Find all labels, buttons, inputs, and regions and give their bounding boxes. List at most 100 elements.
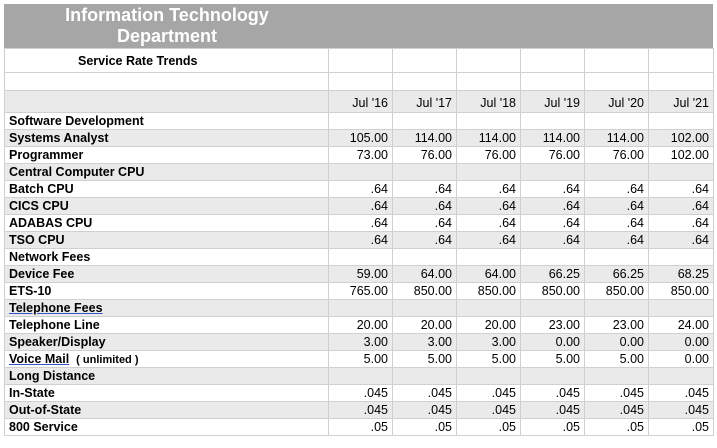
rate-cell[interactable]: .045 — [392, 401, 457, 419]
rate-cell[interactable]: 850.00 — [392, 282, 457, 300]
cell[interactable] — [456, 72, 521, 91]
rate-cell[interactable]: .05 — [584, 418, 649, 436]
cell[interactable] — [520, 248, 585, 266]
cell[interactable] — [584, 367, 649, 385]
rate-cell[interactable]: 0.00 — [584, 333, 649, 351]
cell[interactable] — [392, 163, 457, 181]
rate-cell[interactable]: .045 — [648, 401, 714, 419]
rate-cell[interactable]: .64 — [456, 231, 521, 249]
rate-cell[interactable]: 73.00 — [328, 146, 393, 164]
rate-cell[interactable]: 850.00 — [584, 282, 649, 300]
rate-cell[interactable]: .64 — [392, 214, 457, 232]
rate-cell[interactable]: 20.00 — [328, 316, 393, 334]
rate-cell[interactable]: 850.00 — [520, 282, 585, 300]
rate-cell[interactable]: 66.25 — [520, 265, 585, 283]
cell[interactable] — [456, 48, 521, 73]
rate-cell[interactable]: 20.00 — [456, 316, 521, 334]
section-heading[interactable]: Network Fees — [4, 248, 329, 266]
rate-cell[interactable]: 765.00 — [328, 282, 393, 300]
cell[interactable] — [520, 72, 585, 91]
rate-cell[interactable]: 114.00 — [584, 129, 649, 147]
rate-cell[interactable]: .64 — [648, 231, 714, 249]
column-header[interactable]: Jul '16 — [328, 90, 393, 113]
cell[interactable] — [392, 299, 457, 317]
cell[interactable] — [392, 72, 457, 91]
cell[interactable] — [520, 367, 585, 385]
row-label[interactable]: Out-of-State — [4, 401, 329, 419]
rate-cell[interactable]: 76.00 — [520, 146, 585, 164]
rate-cell[interactable]: .64 — [328, 180, 393, 198]
rate-cell[interactable]: .045 — [520, 401, 585, 419]
section-heading[interactable]: Telephone Fees — [4, 299, 329, 317]
cell[interactable] — [648, 163, 714, 181]
rate-cell[interactable]: .64 — [328, 231, 393, 249]
section-heading[interactable]: Software Development — [4, 112, 329, 130]
rate-cell[interactable]: 114.00 — [456, 129, 521, 147]
rate-cell[interactable]: .64 — [520, 214, 585, 232]
cell[interactable] — [520, 299, 585, 317]
rate-cell[interactable]: .64 — [392, 197, 457, 215]
rate-cell[interactable]: .64 — [392, 231, 457, 249]
cell[interactable] — [456, 367, 521, 385]
section-heading[interactable]: Central Computer CPU — [4, 163, 329, 181]
rate-cell[interactable]: .64 — [456, 197, 521, 215]
rate-cell[interactable]: .64 — [456, 214, 521, 232]
row-label[interactable]: ETS-10 — [4, 282, 329, 300]
cell[interactable] — [328, 299, 393, 317]
rate-cell[interactable]: .64 — [584, 231, 649, 249]
cell[interactable] — [328, 72, 393, 91]
row-label[interactable]: Programmer — [4, 146, 329, 164]
rate-cell[interactable]: 23.00 — [584, 316, 649, 334]
rate-cell[interactable]: 64.00 — [392, 265, 457, 283]
cell[interactable] — [648, 112, 714, 130]
rate-cell[interactable]: 3.00 — [456, 333, 521, 351]
row-label[interactable]: Device Fee — [4, 265, 329, 283]
rate-cell[interactable]: .64 — [520, 180, 585, 198]
rate-cell[interactable]: .64 — [392, 180, 457, 198]
cell[interactable] — [584, 248, 649, 266]
cell[interactable] — [392, 248, 457, 266]
rate-cell[interactable]: .64 — [328, 197, 393, 215]
cell[interactable] — [648, 367, 714, 385]
rate-cell[interactable]: .64 — [520, 231, 585, 249]
column-header[interactable]: Jul '18 — [456, 90, 521, 113]
rate-cell[interactable]: 0.00 — [648, 333, 714, 351]
rate-cell[interactable]: 105.00 — [328, 129, 393, 147]
cell[interactable] — [456, 248, 521, 266]
cell[interactable] — [584, 72, 649, 91]
rate-cell[interactable]: .05 — [392, 418, 457, 436]
cell[interactable] — [4, 90, 329, 113]
rate-cell[interactable]: .64 — [648, 214, 714, 232]
row-label[interactable]: Telephone Line — [4, 316, 329, 334]
rate-cell[interactable]: 5.00 — [392, 350, 457, 368]
cell[interactable] — [584, 299, 649, 317]
row-label[interactable]: ADABAS CPU — [4, 214, 329, 232]
rate-cell[interactable]: 3.00 — [328, 333, 393, 351]
cell[interactable] — [392, 112, 457, 130]
rate-cell[interactable]: 102.00 — [648, 146, 714, 164]
row-label[interactable]: CICS CPU — [4, 197, 329, 215]
cell[interactable] — [456, 112, 521, 130]
rate-cell[interactable]: 76.00 — [392, 146, 457, 164]
rate-cell[interactable]: .64 — [648, 197, 714, 215]
rate-cell[interactable]: 5.00 — [520, 350, 585, 368]
rate-cell[interactable]: 0.00 — [520, 333, 585, 351]
rate-cell[interactable]: .05 — [328, 418, 393, 436]
rate-cell[interactable]: 59.00 — [328, 265, 393, 283]
row-label[interactable]: Systems Analyst — [4, 129, 329, 147]
rate-cell[interactable]: 102.00 — [648, 129, 714, 147]
cell[interactable] — [328, 367, 393, 385]
rate-cell[interactable]: .64 — [456, 180, 521, 198]
cell[interactable] — [4, 72, 329, 91]
cell[interactable] — [520, 112, 585, 130]
rate-cell[interactable]: 5.00 — [584, 350, 649, 368]
cell[interactable] — [520, 163, 585, 181]
row-label[interactable]: 800 Service — [4, 418, 329, 436]
row-label[interactable]: TSO CPU — [4, 231, 329, 249]
rate-cell[interactable]: .045 — [584, 384, 649, 402]
column-header[interactable]: Jul '17 — [392, 90, 457, 113]
rate-cell[interactable]: .045 — [328, 384, 393, 402]
rate-cell[interactable]: 3.00 — [392, 333, 457, 351]
rate-cell[interactable]: 64.00 — [456, 265, 521, 283]
section-heading[interactable]: Long Distance — [4, 367, 329, 385]
